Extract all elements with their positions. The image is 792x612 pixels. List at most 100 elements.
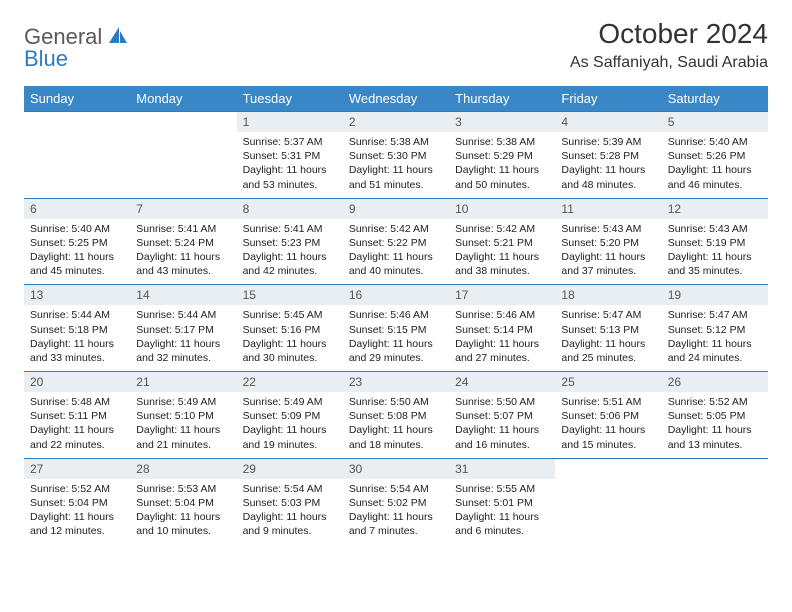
- day-details: Sunrise: 5:51 AMSunset: 5:06 PMDaylight:…: [555, 392, 661, 458]
- day-details: Sunrise: 5:42 AMSunset: 5:21 PMDaylight:…: [449, 219, 555, 285]
- day-cell: 11Sunrise: 5:43 AMSunset: 5:20 PMDayligh…: [555, 198, 661, 285]
- day-number: 26: [662, 372, 768, 392]
- day-number: 5: [662, 112, 768, 132]
- day-cell: 9Sunrise: 5:42 AMSunset: 5:22 PMDaylight…: [343, 198, 449, 285]
- day-details: Sunrise: 5:39 AMSunset: 5:28 PMDaylight:…: [555, 132, 661, 198]
- day-cell: 20Sunrise: 5:48 AMSunset: 5:11 PMDayligh…: [24, 372, 130, 459]
- day-number: 20: [24, 372, 130, 392]
- day-cell: 25Sunrise: 5:51 AMSunset: 5:06 PMDayligh…: [555, 372, 661, 459]
- day-cell: 4Sunrise: 5:39 AMSunset: 5:28 PMDaylight…: [555, 112, 661, 199]
- day-number: 14: [130, 285, 236, 305]
- day-number: 23: [343, 372, 449, 392]
- day-details: Sunrise: 5:44 AMSunset: 5:18 PMDaylight:…: [24, 305, 130, 371]
- day-details: Sunrise: 5:46 AMSunset: 5:14 PMDaylight:…: [449, 305, 555, 371]
- day-number: 17: [449, 285, 555, 305]
- brand-line2: Blue: [24, 46, 68, 72]
- day-details: Sunrise: 5:47 AMSunset: 5:13 PMDaylight:…: [555, 305, 661, 371]
- empty-cell: [555, 458, 661, 544]
- day-cell: 27Sunrise: 5:52 AMSunset: 5:04 PMDayligh…: [24, 458, 130, 544]
- weekday-header: Monday: [130, 86, 236, 112]
- day-details: Sunrise: 5:42 AMSunset: 5:22 PMDaylight:…: [343, 219, 449, 285]
- day-cell: 2Sunrise: 5:38 AMSunset: 5:30 PMDaylight…: [343, 112, 449, 199]
- page-header: General October 2024 As Saffaniyah, Saud…: [24, 18, 768, 72]
- calendar-head: SundayMondayTuesdayWednesdayThursdayFrid…: [24, 86, 768, 112]
- day-cell: 13Sunrise: 5:44 AMSunset: 5:18 PMDayligh…: [24, 285, 130, 372]
- day-number: 1: [237, 112, 343, 132]
- weekday-header: Wednesday: [343, 86, 449, 112]
- day-details: Sunrise: 5:41 AMSunset: 5:23 PMDaylight:…: [237, 219, 343, 285]
- day-details: Sunrise: 5:48 AMSunset: 5:11 PMDaylight:…: [24, 392, 130, 458]
- day-number: 31: [449, 459, 555, 479]
- calendar-row: 6Sunrise: 5:40 AMSunset: 5:25 PMDaylight…: [24, 198, 768, 285]
- day-cell: 8Sunrise: 5:41 AMSunset: 5:23 PMDaylight…: [237, 198, 343, 285]
- day-details: Sunrise: 5:41 AMSunset: 5:24 PMDaylight:…: [130, 219, 236, 285]
- day-number: 2: [343, 112, 449, 132]
- day-cell: 5Sunrise: 5:40 AMSunset: 5:26 PMDaylight…: [662, 112, 768, 199]
- day-details: Sunrise: 5:55 AMSunset: 5:01 PMDaylight:…: [449, 479, 555, 545]
- day-number: 12: [662, 199, 768, 219]
- day-cell: 26Sunrise: 5:52 AMSunset: 5:05 PMDayligh…: [662, 372, 768, 459]
- day-cell: 3Sunrise: 5:38 AMSunset: 5:29 PMDaylight…: [449, 112, 555, 199]
- day-details: Sunrise: 5:52 AMSunset: 5:05 PMDaylight:…: [662, 392, 768, 458]
- day-cell: 14Sunrise: 5:44 AMSunset: 5:17 PMDayligh…: [130, 285, 236, 372]
- day-details: Sunrise: 5:49 AMSunset: 5:10 PMDaylight:…: [130, 392, 236, 458]
- day-cell: 10Sunrise: 5:42 AMSunset: 5:21 PMDayligh…: [449, 198, 555, 285]
- day-cell: 28Sunrise: 5:53 AMSunset: 5:04 PMDayligh…: [130, 458, 236, 544]
- day-details: Sunrise: 5:44 AMSunset: 5:17 PMDaylight:…: [130, 305, 236, 371]
- month-title: October 2024: [570, 18, 768, 50]
- day-number: 25: [555, 372, 661, 392]
- day-details: Sunrise: 5:50 AMSunset: 5:07 PMDaylight:…: [449, 392, 555, 458]
- day-cell: 22Sunrise: 5:49 AMSunset: 5:09 PMDayligh…: [237, 372, 343, 459]
- day-number: 22: [237, 372, 343, 392]
- day-details: Sunrise: 5:54 AMSunset: 5:03 PMDaylight:…: [237, 479, 343, 545]
- calendar-body: 1Sunrise: 5:37 AMSunset: 5:31 PMDaylight…: [24, 112, 768, 545]
- location-label: As Saffaniyah, Saudi Arabia: [570, 54, 768, 72]
- weekday-row: SundayMondayTuesdayWednesdayThursdayFrid…: [24, 86, 768, 112]
- day-cell: 29Sunrise: 5:54 AMSunset: 5:03 PMDayligh…: [237, 458, 343, 544]
- day-details: Sunrise: 5:38 AMSunset: 5:29 PMDaylight:…: [449, 132, 555, 198]
- day-cell: 17Sunrise: 5:46 AMSunset: 5:14 PMDayligh…: [449, 285, 555, 372]
- day-number: 18: [555, 285, 661, 305]
- weekday-header: Thursday: [449, 86, 555, 112]
- weekday-header: Saturday: [662, 86, 768, 112]
- empty-cell: [24, 112, 130, 199]
- empty-cell: [130, 112, 236, 199]
- day-cell: 7Sunrise: 5:41 AMSunset: 5:24 PMDaylight…: [130, 198, 236, 285]
- day-number: 6: [24, 199, 130, 219]
- calendar-row: 27Sunrise: 5:52 AMSunset: 5:04 PMDayligh…: [24, 458, 768, 544]
- calendar-row: 13Sunrise: 5:44 AMSunset: 5:18 PMDayligh…: [24, 285, 768, 372]
- day-details: Sunrise: 5:40 AMSunset: 5:26 PMDaylight:…: [662, 132, 768, 198]
- title-block: October 2024 As Saffaniyah, Saudi Arabia: [570, 18, 768, 72]
- day-number: 10: [449, 199, 555, 219]
- day-cell: 24Sunrise: 5:50 AMSunset: 5:07 PMDayligh…: [449, 372, 555, 459]
- day-cell: 23Sunrise: 5:50 AMSunset: 5:08 PMDayligh…: [343, 372, 449, 459]
- day-details: Sunrise: 5:47 AMSunset: 5:12 PMDaylight:…: [662, 305, 768, 371]
- day-cell: 21Sunrise: 5:49 AMSunset: 5:10 PMDayligh…: [130, 372, 236, 459]
- day-details: Sunrise: 5:43 AMSunset: 5:19 PMDaylight:…: [662, 219, 768, 285]
- day-number: 9: [343, 199, 449, 219]
- day-number: 24: [449, 372, 555, 392]
- day-details: Sunrise: 5:40 AMSunset: 5:25 PMDaylight:…: [24, 219, 130, 285]
- day-cell: 18Sunrise: 5:47 AMSunset: 5:13 PMDayligh…: [555, 285, 661, 372]
- day-cell: 15Sunrise: 5:45 AMSunset: 5:16 PMDayligh…: [237, 285, 343, 372]
- calendar-row: 20Sunrise: 5:48 AMSunset: 5:11 PMDayligh…: [24, 372, 768, 459]
- day-cell: 30Sunrise: 5:54 AMSunset: 5:02 PMDayligh…: [343, 458, 449, 544]
- day-details: Sunrise: 5:53 AMSunset: 5:04 PMDaylight:…: [130, 479, 236, 545]
- day-details: Sunrise: 5:45 AMSunset: 5:16 PMDaylight:…: [237, 305, 343, 371]
- weekday-header: Friday: [555, 86, 661, 112]
- day-details: Sunrise: 5:52 AMSunset: 5:04 PMDaylight:…: [24, 479, 130, 545]
- day-details: Sunrise: 5:38 AMSunset: 5:30 PMDaylight:…: [343, 132, 449, 198]
- day-number: 28: [130, 459, 236, 479]
- day-cell: 6Sunrise: 5:40 AMSunset: 5:25 PMDaylight…: [24, 198, 130, 285]
- brand-part2: Blue: [24, 46, 68, 72]
- day-number: 8: [237, 199, 343, 219]
- day-number: 16: [343, 285, 449, 305]
- day-details: Sunrise: 5:46 AMSunset: 5:15 PMDaylight:…: [343, 305, 449, 371]
- day-cell: 19Sunrise: 5:47 AMSunset: 5:12 PMDayligh…: [662, 285, 768, 372]
- day-number: 30: [343, 459, 449, 479]
- empty-cell: [662, 458, 768, 544]
- day-number: 7: [130, 199, 236, 219]
- calendar-table: SundayMondayTuesdayWednesdayThursdayFrid…: [24, 86, 768, 544]
- day-number: 21: [130, 372, 236, 392]
- day-number: 4: [555, 112, 661, 132]
